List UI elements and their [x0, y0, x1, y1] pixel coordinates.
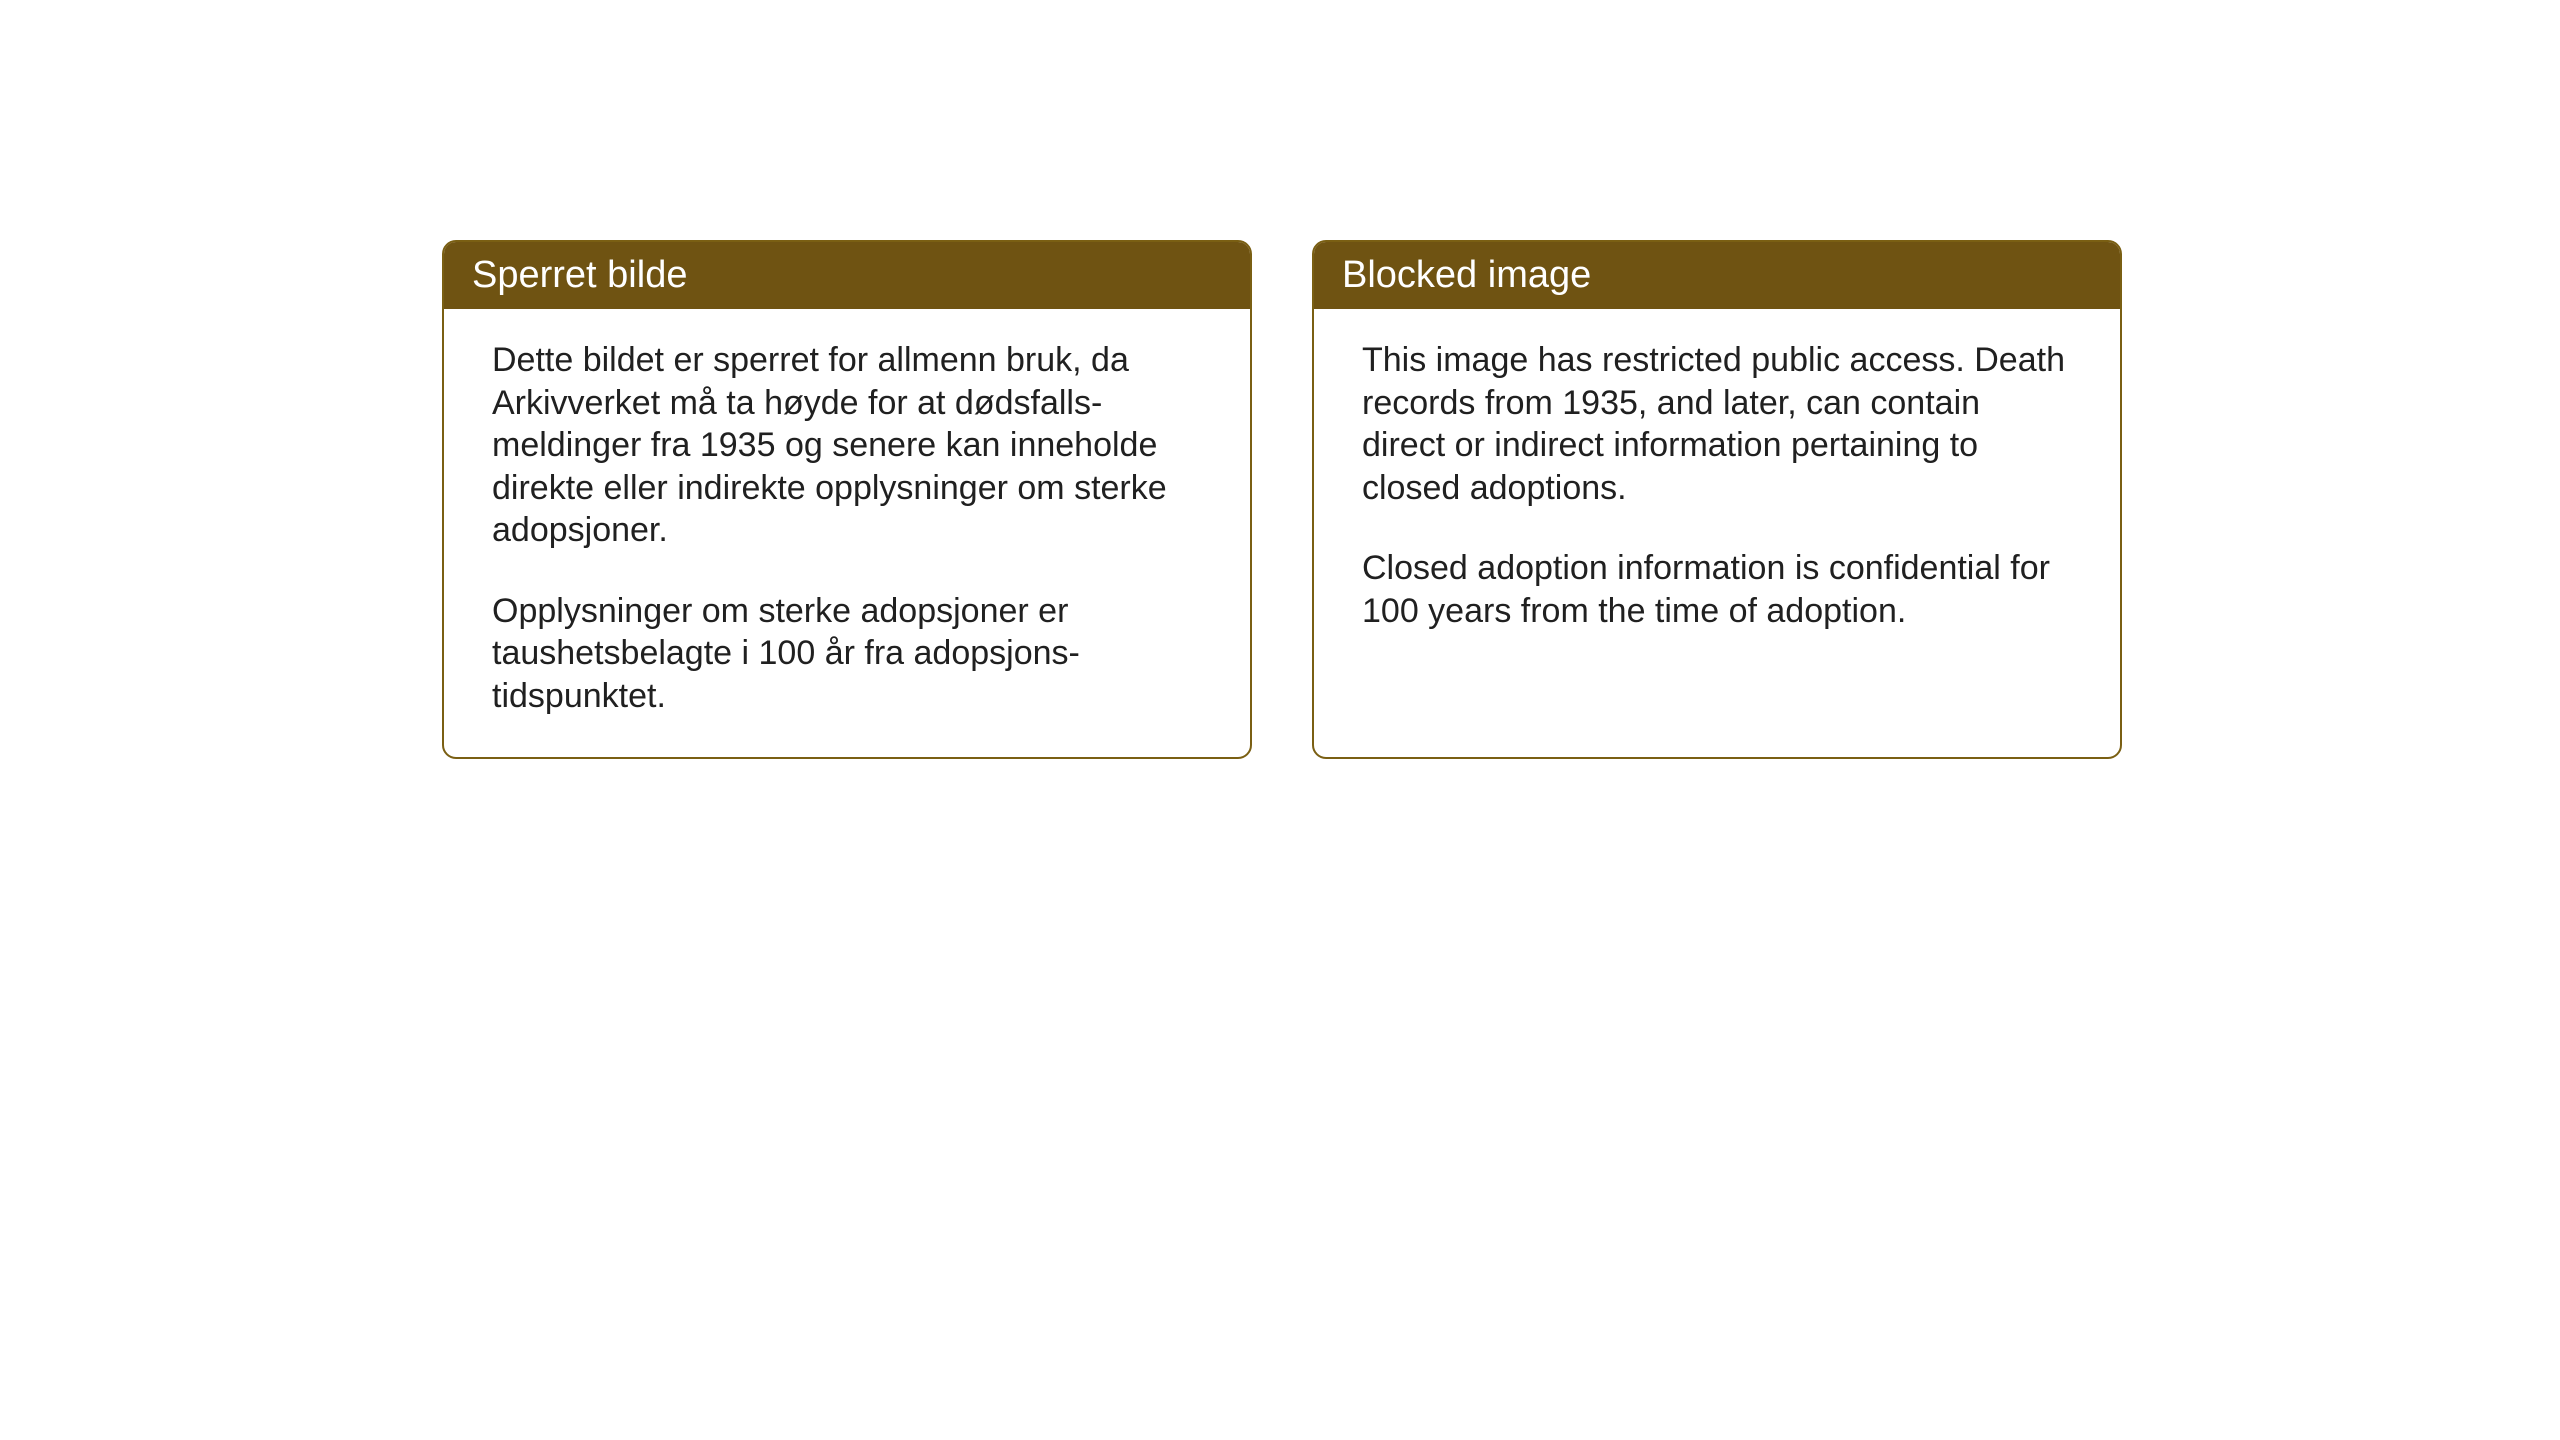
- notice-body-norwegian: Dette bildet er sperret for allmenn bruk…: [444, 309, 1250, 757]
- notice-header-english: Blocked image: [1314, 242, 2120, 309]
- notice-body-english: This image has restricted public access.…: [1314, 309, 2120, 749]
- notice-paragraph-1-english: This image has restricted public access.…: [1362, 339, 2072, 509]
- notice-card-english: Blocked image This image has restricted …: [1312, 240, 2122, 759]
- notice-paragraph-2-english: Closed adoption information is confident…: [1362, 547, 2072, 632]
- notice-container: Sperret bilde Dette bildet er sperret fo…: [442, 240, 2122, 759]
- notice-card-norwegian: Sperret bilde Dette bildet er sperret fo…: [442, 240, 1252, 759]
- notice-paragraph-1-norwegian: Dette bildet er sperret for allmenn bruk…: [492, 339, 1202, 552]
- notice-header-norwegian: Sperret bilde: [444, 242, 1250, 309]
- notice-paragraph-2-norwegian: Opplysninger om sterke adopsjoner er tau…: [492, 590, 1202, 718]
